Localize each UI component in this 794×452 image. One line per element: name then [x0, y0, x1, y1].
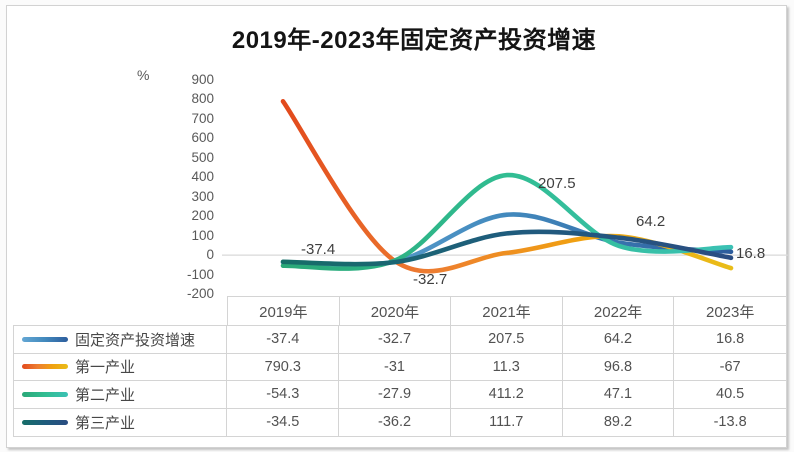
series-name: 第二产业 — [75, 386, 136, 404]
y-axis-tick-label: 400 — [191, 169, 214, 185]
data-label-2019: -37.4 — [301, 241, 336, 258]
legend-cell: 第三产业 — [14, 408, 228, 436]
y-axis-tick-label: 200 — [191, 208, 214, 224]
table-header-2021: 2021年 — [451, 297, 563, 325]
table-cell: 207.5 — [451, 326, 563, 353]
table-cell: 11.3 — [451, 353, 563, 380]
table-header-2022: 2022年 — [563, 297, 675, 325]
table-cell: -36.2 — [339, 408, 451, 436]
table-header-row: 2019年 2020年 2021年 2022年 2023年 — [227, 296, 787, 326]
y-axis-tick-label: 0 — [206, 247, 214, 263]
y-axis-tick-label: 700 — [191, 110, 214, 126]
data-label-2021: 207.5 — [538, 175, 576, 192]
table-cell: -31 — [339, 353, 451, 380]
table-row: 第三产业 -34.5 -36.2 111.7 89.2 -13.8 — [14, 408, 786, 436]
y-axis-tick-label: -200 — [186, 286, 214, 301]
table-row: 第一产业 790.3 -31 11.3 96.8 -67 — [14, 353, 786, 381]
y-axis-tick-label: 600 — [191, 130, 214, 146]
table-cell: 47.1 — [563, 381, 675, 408]
data-label-2023: 16.8 — [736, 245, 766, 262]
table-cell: 89.2 — [563, 408, 675, 436]
y-axis-unit-label: % — [137, 67, 150, 83]
series-name: 第一产业 — [75, 359, 136, 377]
table-cell: -34.5 — [227, 408, 340, 436]
table-cell: -13.8 — [713, 414, 747, 431]
table-header-2019: 2019年 — [228, 297, 340, 325]
y-axis-tick-label: 500 — [191, 149, 214, 165]
table-cell: 790.3 — [227, 353, 340, 380]
table-cell: 40.5 — [716, 386, 745, 403]
y-axis-tick-label: 100 — [191, 227, 214, 243]
series-name: 固定资产投资增速 — [75, 331, 196, 349]
table-cell: -54.3 — [227, 381, 340, 408]
table-cell: 96.8 — [563, 353, 675, 380]
y-axis-tick-label: 800 — [191, 91, 214, 107]
table-row: 第二产业 -54.3 -27.9 411.2 47.1 40.5 — [14, 381, 786, 409]
table-cell: -32.7 — [339, 326, 451, 353]
table-row: 固定资产投资增速 -37.4 -32.7 207.5 64.2 16.8 — [14, 326, 786, 354]
table-cell: 111.7 — [451, 408, 563, 436]
series-color-swatch — [22, 336, 68, 342]
series-name: 第三产业 — [75, 414, 136, 432]
legend-cell: 固定资产投资增速 — [14, 326, 228, 353]
y-axis-tick-label: 300 — [191, 188, 214, 204]
legend-cell: 第二产业 — [14, 381, 228, 408]
data-label-2022: 64.2 — [636, 213, 666, 230]
series-color-swatch — [22, 364, 68, 370]
y-axis-tick-label: -100 — [186, 266, 214, 282]
table-cell: -67 — [719, 358, 741, 375]
table-cell: 64.2 — [563, 326, 675, 353]
table-cell: -37.4 — [227, 326, 340, 353]
y-axis-tick-label: 900 — [191, 72, 214, 87]
data-table-body: 固定资产投资增速 -37.4 -32.7 207.5 64.2 16.8 第一产… — [13, 325, 787, 437]
series-color-swatch — [22, 391, 68, 397]
table-header-2020: 2020年 — [340, 297, 452, 325]
series-color-swatch — [22, 419, 68, 425]
chart-title: 2019年-2023年固定资产投资增速 — [231, 27, 597, 54]
table-cell: 411.2 — [451, 381, 563, 408]
data-label-2020: -32.7 — [413, 271, 448, 288]
legend-cell: 第一产业 — [14, 353, 228, 380]
table-header-2023: 2023年 — [705, 303, 755, 321]
table-cell: 16.8 — [716, 331, 745, 348]
table-cell: -27.9 — [339, 381, 451, 408]
